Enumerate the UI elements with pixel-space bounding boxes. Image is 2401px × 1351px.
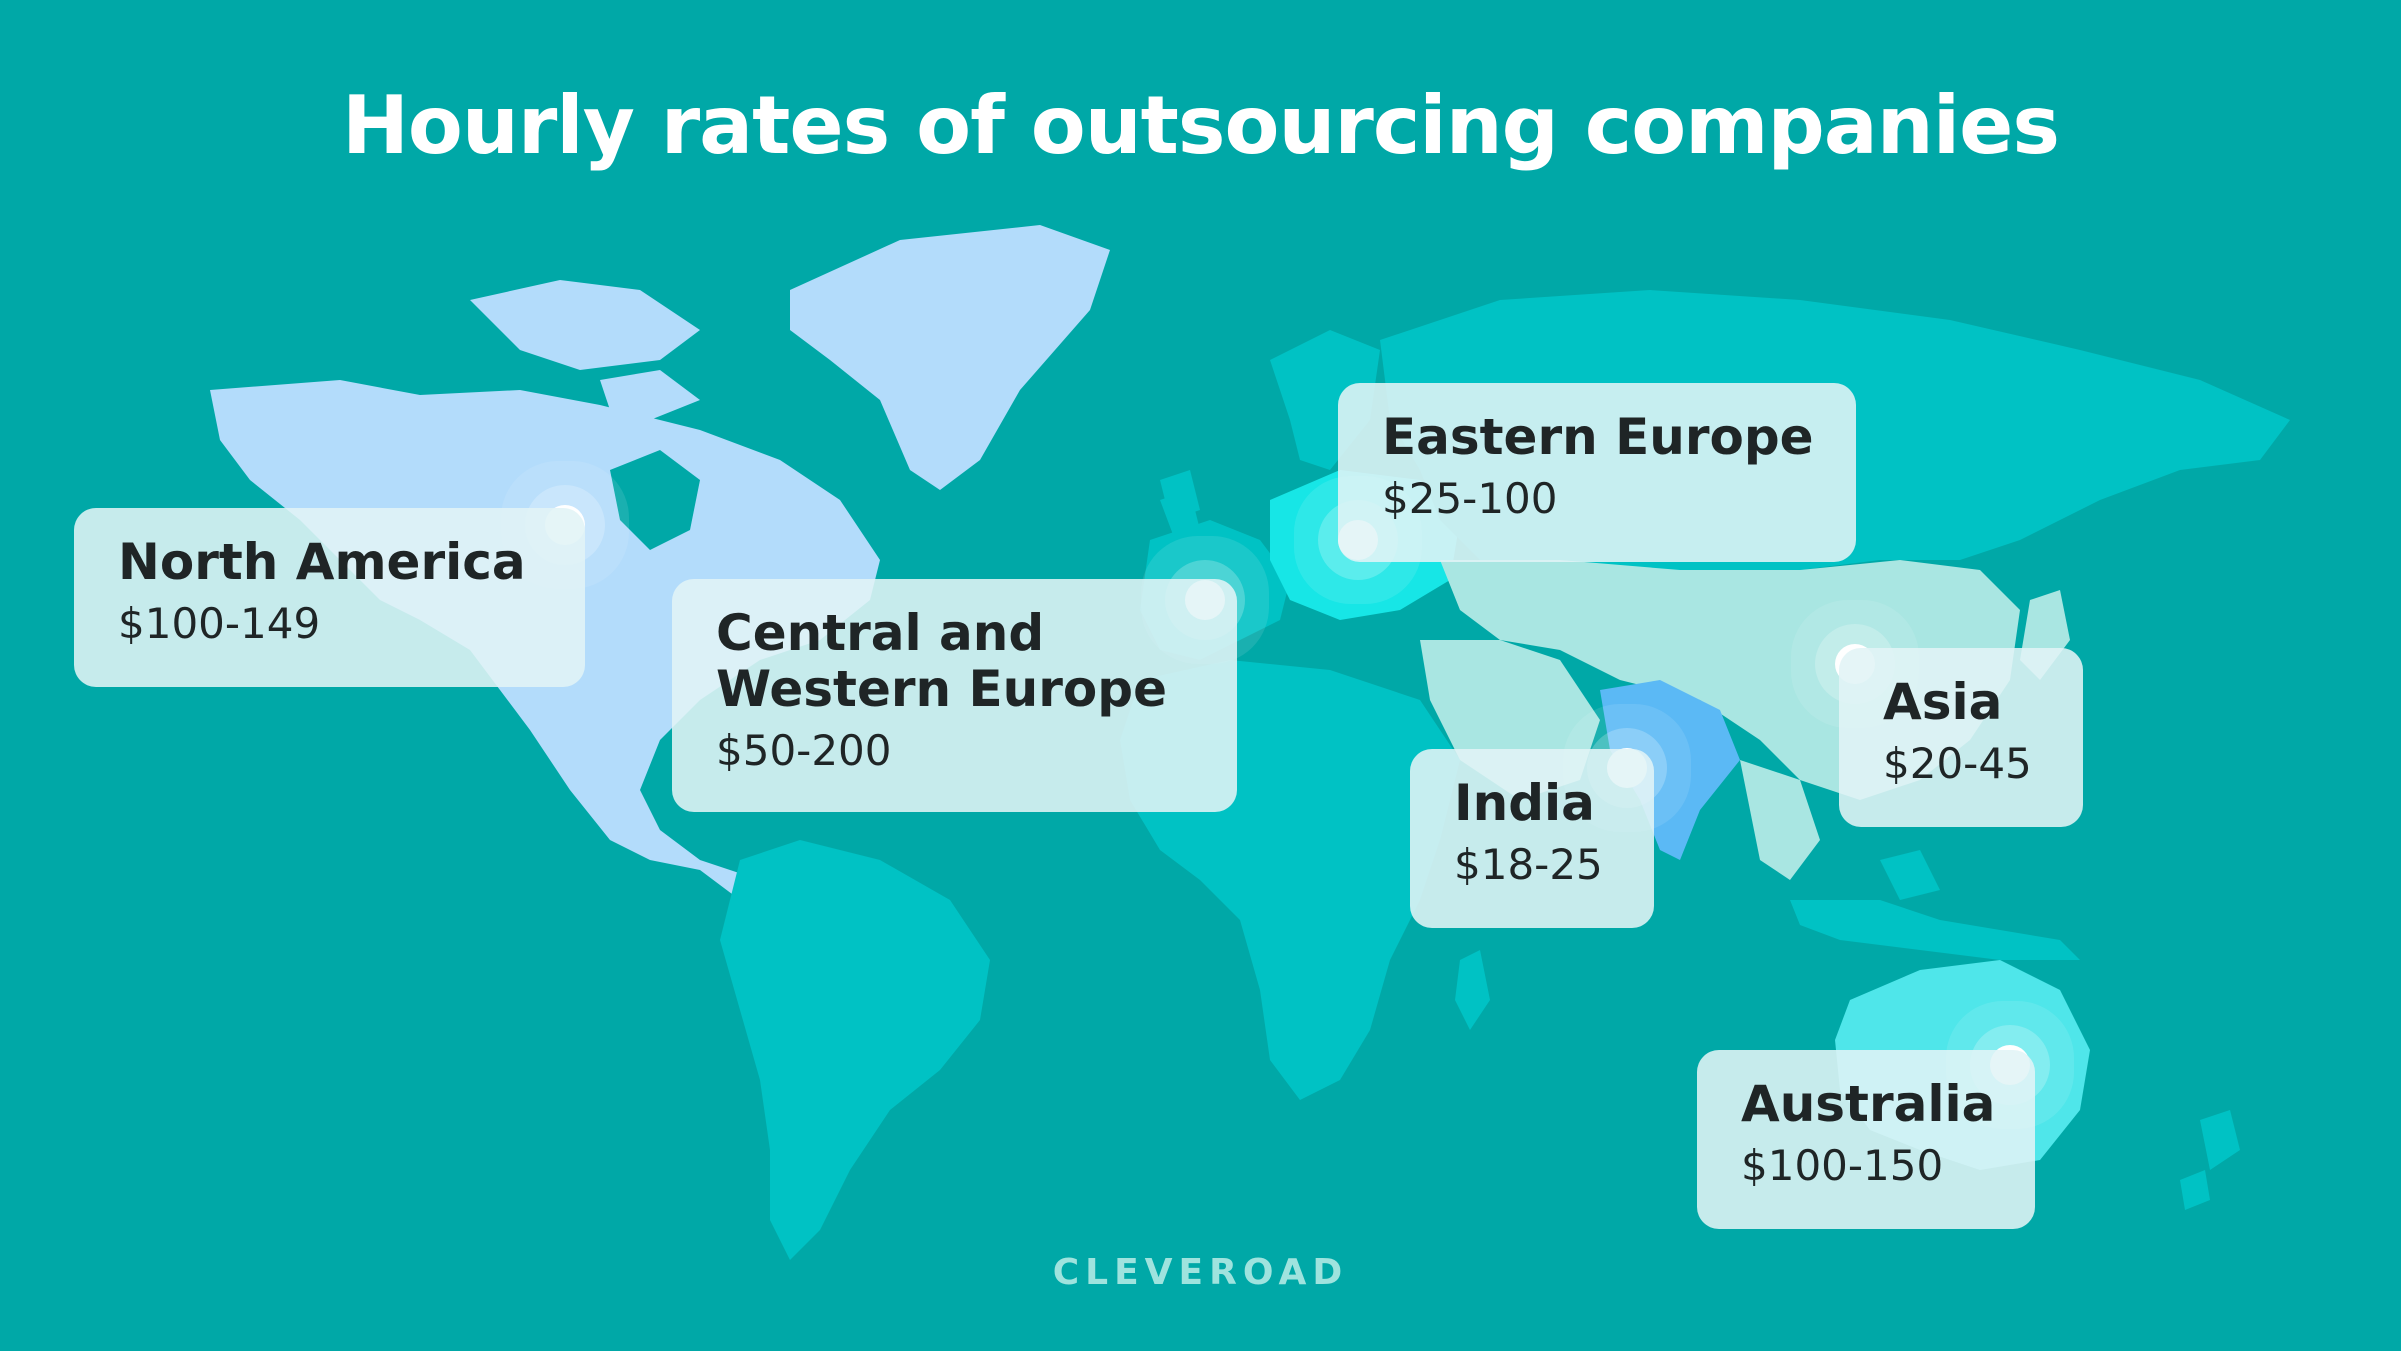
region-card-asia: Asia $20-45 [1839,648,2083,827]
region-card-eastern-europe: Eastern Europe $25-100 [1338,383,1856,562]
region-card-australia: Australia $100-150 [1697,1050,2035,1229]
region-card-india: India $18-25 [1410,749,1654,928]
region-rate: $100-150 [1741,1141,1944,1190]
india-shape [1600,680,1740,860]
greenland-shape [790,225,1110,490]
south-america-shape [720,840,990,1260]
region-rate: $100-149 [118,599,321,648]
region-rate: $20-45 [1883,739,2032,788]
region-name: India [1454,774,1595,832]
arctic-islands-shape [470,280,700,370]
region-rate: $50-200 [716,726,892,775]
brand-logo: CLEVEROAD [1052,1252,1349,1293]
region-rate: $18-25 [1454,840,1603,889]
region-rate: $25-100 [1382,474,1558,523]
region-name-line-1: Central and [716,604,1045,662]
region-name-line-2: Western Europe [716,660,1167,718]
page-title: Hourly rates of outsourcing companies [341,79,2060,172]
region-name: North America [118,533,526,591]
region-card-central-western-europe: Central and Western Europe $50-200 [672,579,1237,812]
region-name: Asia [1883,673,2003,731]
region-card-north-america: North America $100-149 [74,508,585,687]
region-name: Australia [1741,1075,1996,1133]
region-name: Eastern Europe [1382,408,1814,466]
